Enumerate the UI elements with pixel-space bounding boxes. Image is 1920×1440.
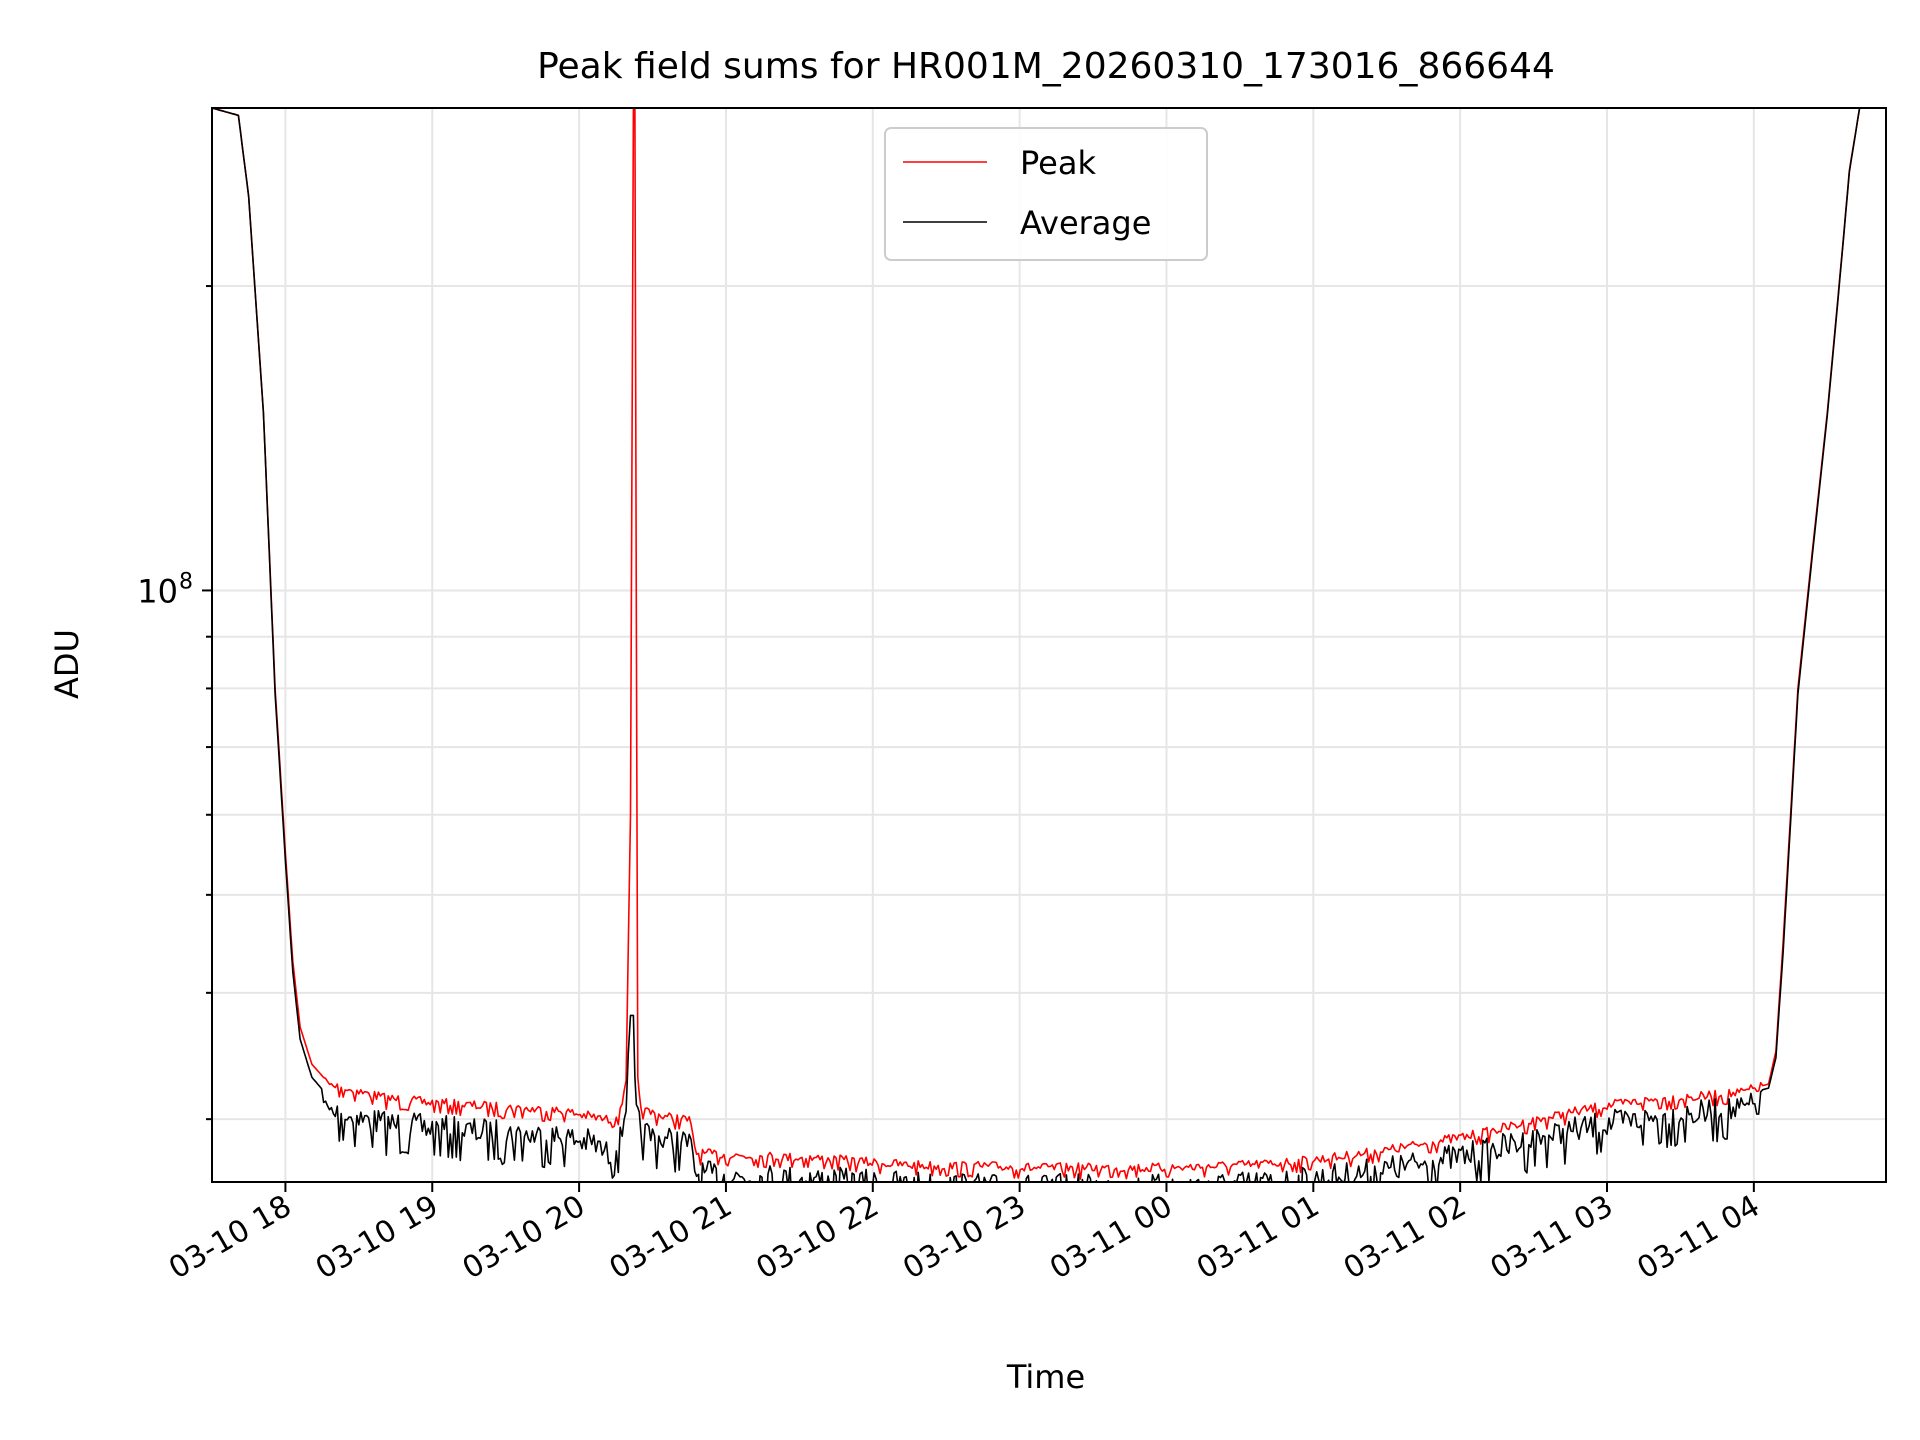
series-line-peak <box>212 108 1872 1180</box>
grid <box>212 108 1886 1182</box>
legend-box <box>884 127 1208 261</box>
y-tick-label-exponent: 8 <box>179 569 193 594</box>
y-tick-label-base: 10 <box>137 572 178 610</box>
legend: Peak Average <box>884 127 1208 261</box>
legend-label-peak: Peak <box>1020 144 1096 182</box>
legend-label-average: Average <box>1020 204 1151 242</box>
plot-frame <box>211 107 1887 1183</box>
x-axis-label: Time <box>1006 1358 1085 1396</box>
series-line-average <box>212 108 1872 1182</box>
y-axis: 10 8 <box>137 285 212 1121</box>
series-layer <box>212 108 1872 1182</box>
y-axis-label: ADU <box>48 629 86 699</box>
chart-title: Peak field sums for HR001M_20260310_1730… <box>537 46 1555 87</box>
